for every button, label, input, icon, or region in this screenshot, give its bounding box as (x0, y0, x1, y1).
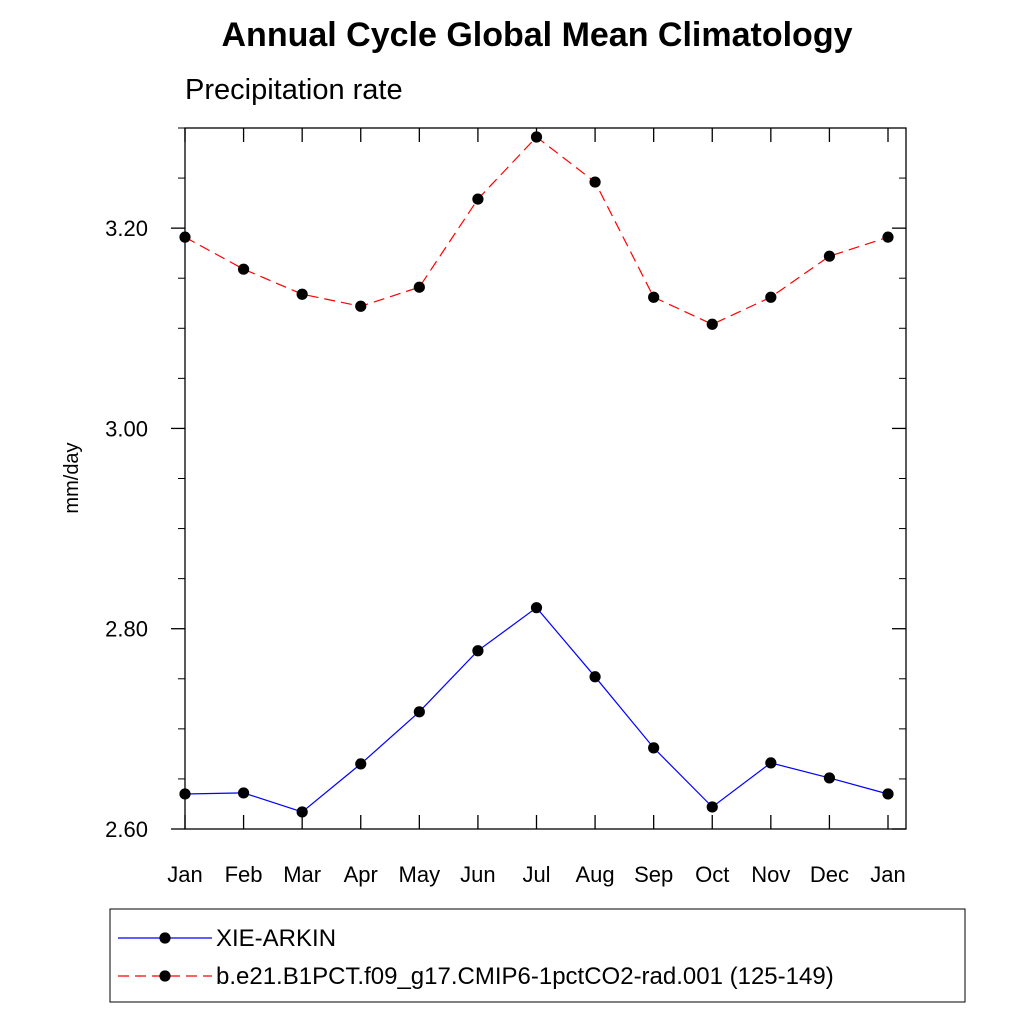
legend-marker-0 (159, 932, 171, 944)
legend-marker-1 (159, 970, 171, 982)
series-0-point (765, 757, 777, 769)
x-tick-label: Jul (522, 862, 550, 887)
x-tick-label: May (399, 862, 441, 887)
series-0-point (882, 788, 894, 800)
y-tick-label: 2.60 (105, 817, 148, 842)
legend-label-0: XIE-ARKIN (216, 925, 336, 952)
series-1-point (706, 318, 718, 330)
y-tick-label: 3.00 (105, 416, 148, 441)
x-tick-label: Apr (344, 862, 378, 887)
series-1-point (530, 131, 543, 143)
y-tick-label: 3.20 (105, 216, 148, 241)
series-0-point (706, 801, 718, 813)
x-tick-label: Jun (460, 862, 495, 887)
x-tick-label: Oct (695, 862, 729, 887)
chart-title: Annual Cycle Global Mean Climatology (222, 16, 853, 54)
series-1-point (472, 193, 484, 205)
series-1-point (882, 231, 894, 243)
series-1-point (296, 288, 308, 300)
series-1-point (589, 176, 601, 188)
series-1-point (179, 231, 191, 243)
series-1-point (237, 263, 250, 275)
series-lines (184, 136, 889, 813)
series-0-point (472, 645, 484, 657)
x-tick-label: Feb (225, 862, 263, 887)
x-tick-label: Jan (167, 862, 202, 887)
y-tick-label: 2.80 (105, 617, 148, 642)
series-markers (179, 131, 894, 818)
series-0-point (355, 758, 367, 770)
x-tick-label: Nov (751, 862, 790, 887)
series-0-point (648, 742, 660, 754)
series-1-point (413, 281, 425, 293)
x-tick-label: Mar (283, 862, 321, 887)
legend-label-1: b.e21.B1PCT.f09_g17.CMIP6-1pctCO2-rad.00… (216, 963, 834, 990)
series-0-point (589, 671, 601, 683)
series-line-0 (184, 606, 889, 813)
series-0-point (823, 772, 836, 784)
series-1-point (648, 291, 660, 303)
legend: XIE-ARKIN b.e21.B1PCT.f09_g17.CMIP6-1pctC… (118, 925, 834, 990)
series-0-point (179, 788, 191, 800)
legend-box (109, 908, 966, 1003)
series-1-point (823, 250, 836, 262)
chart-subtitle: Precipitation rate (185, 74, 403, 106)
series-line-1 (184, 136, 889, 325)
plot-frame (184, 127, 907, 830)
axis-ticks: 2.60 2.80 3.00 3.20 Jan Feb Mar Apr May Jun Jul Aug… (105, 127, 906, 887)
x-tick-label: Jan (870, 862, 905, 887)
series-0-point (296, 806, 308, 818)
series-0-point (413, 706, 425, 718)
series-0-point (530, 602, 543, 614)
y-axis-label: mm/day (61, 442, 83, 513)
x-tick-label: Dec (810, 862, 849, 887)
series-0-point (237, 787, 250, 799)
series-1-point (355, 300, 367, 312)
x-tick-label: Sep (634, 862, 673, 887)
series-1-point (765, 291, 777, 303)
x-tick-label: Aug (576, 862, 615, 887)
